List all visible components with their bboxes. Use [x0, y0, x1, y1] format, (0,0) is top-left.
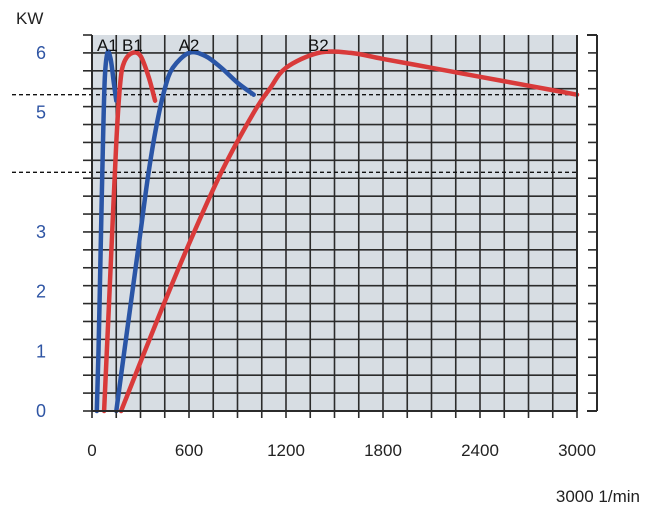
series-line-a1: [94, 49, 119, 414]
y-tick-label: 5: [36, 103, 46, 123]
curve-label: B2: [308, 36, 329, 55]
labels: A1 B1 A2 B2 0 1 2 3 5 6 0 600 1200 1800 2400 3000 KW 3000…: [16, 9, 640, 506]
series-line-b2: [118, 49, 580, 414]
curve-label: A1: [97, 36, 118, 55]
x-tick-label: 0: [87, 441, 96, 460]
x-tick-label: 1800: [364, 441, 402, 460]
x-tick-label: 3000: [558, 441, 596, 460]
curve-label: A2: [179, 36, 200, 55]
series-lines: [94, 49, 580, 414]
axes: [83, 34, 598, 418]
y-tick-label: 0: [36, 401, 46, 421]
y-axis-label: KW: [16, 9, 43, 28]
x-axis-label: 3000 1/min: [556, 487, 640, 506]
y-tick-label: 3: [36, 222, 46, 242]
x-tick-label: 600: [175, 441, 203, 460]
x-tick-label: 1200: [267, 441, 305, 460]
series-line-b1: [101, 50, 158, 414]
curve-label: B1: [122, 36, 143, 55]
y-tick-label: 1: [36, 341, 46, 361]
x-tick-label: 2400: [461, 441, 499, 460]
y-tick-label: 2: [36, 282, 46, 302]
y-tick-label: 6: [36, 43, 46, 63]
series-line-a2: [114, 49, 256, 414]
